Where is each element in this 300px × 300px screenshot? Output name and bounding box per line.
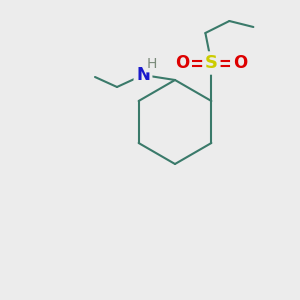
Text: H: H <box>147 57 157 71</box>
Text: N: N <box>136 66 150 84</box>
Text: S: S <box>205 54 218 72</box>
Text: O: O <box>175 54 190 72</box>
Text: O: O <box>233 54 247 72</box>
